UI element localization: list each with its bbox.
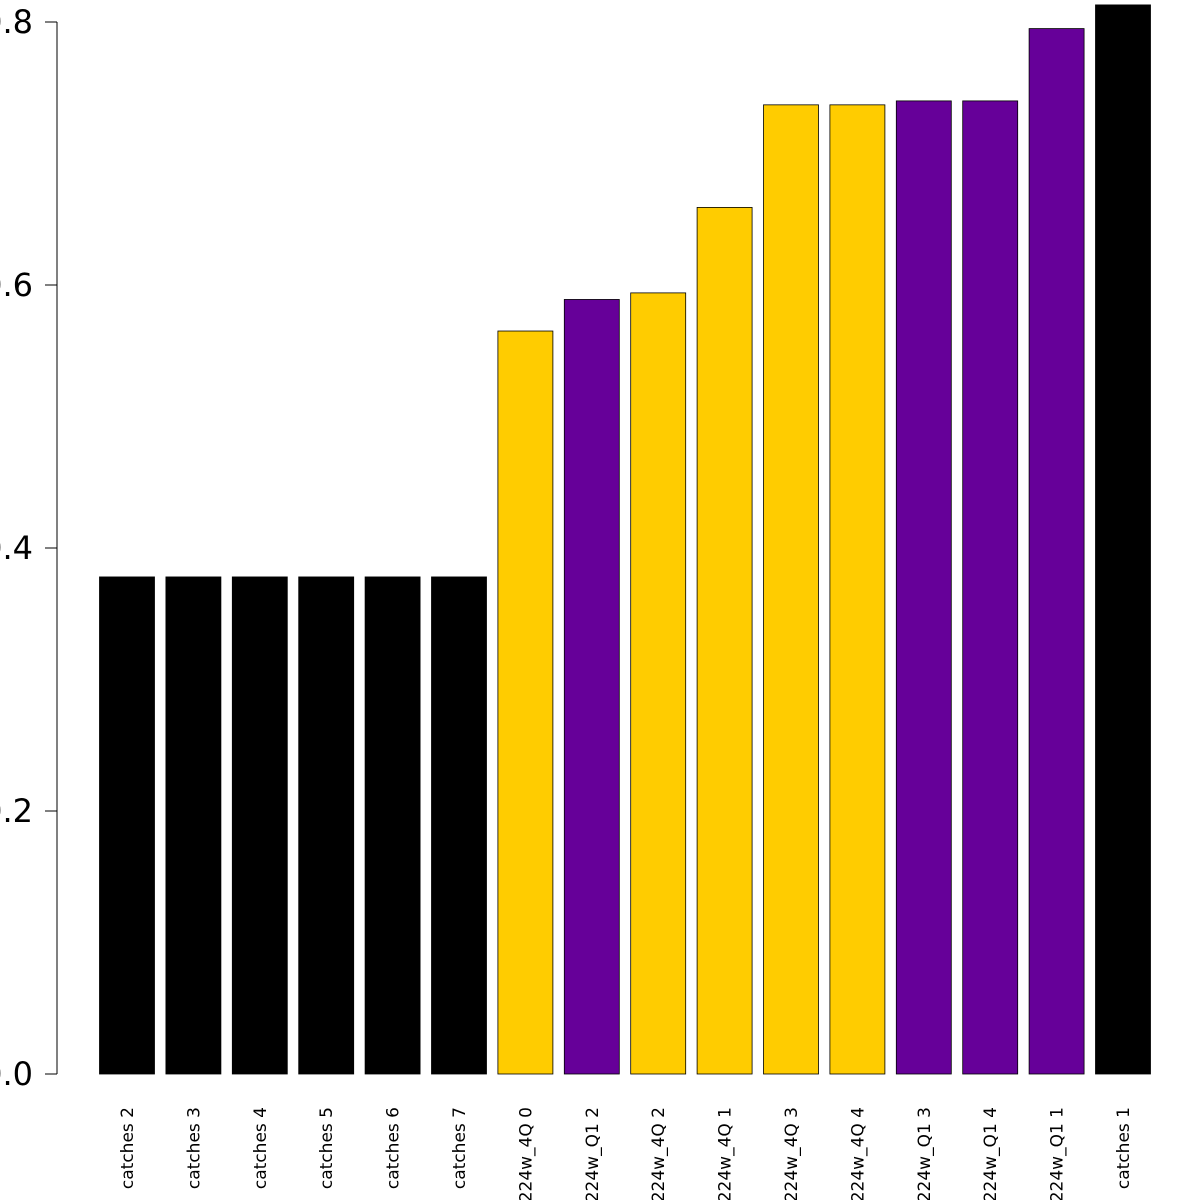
x-tick-label: catches 7 — [450, 1107, 470, 1189]
y-tick-label: 0.6 — [0, 266, 33, 304]
x-tick-label: 224w_Q1 3 — [915, 1107, 935, 1200]
bar — [829, 104, 886, 1075]
x-tick-labels: catches 2 catches 3 catches 4 catches 5 catc… — [118, 1107, 1134, 1200]
y-tick-label: 0.4 — [0, 529, 33, 567]
bar — [431, 576, 487, 1075]
x-tick-label: 224w_4Q 0 — [516, 1107, 536, 1200]
bar — [1028, 28, 1085, 1075]
x-tick-label: 224w_4Q 1 — [716, 1107, 736, 1200]
x-tick-label: 224w_Q1 1 — [1048, 1107, 1068, 1200]
bar — [696, 207, 753, 1075]
bar — [298, 576, 355, 1075]
y-tick-label: 0.8 — [0, 3, 33, 41]
bars — [99, 4, 1151, 1075]
x-tick-label: catches 4 — [251, 1107, 271, 1189]
bar — [895, 100, 952, 1075]
x-tick-label: 224w_Q1 4 — [981, 1107, 1001, 1200]
x-tick-label: catches 6 — [384, 1107, 404, 1189]
bar — [364, 576, 421, 1075]
bar — [563, 299, 620, 1075]
x-tick-label: catches 2 — [118, 1107, 138, 1189]
bar — [231, 576, 288, 1075]
bar — [962, 100, 1019, 1075]
bar — [763, 104, 819, 1075]
x-tick-label: 224w_4Q 4 — [848, 1107, 868, 1200]
x-tick-label: 224w_Q1 2 — [583, 1107, 603, 1200]
x-tick-label: catches 1 — [1114, 1107, 1134, 1189]
bar — [630, 292, 687, 1075]
x-tick-label: catches 3 — [184, 1107, 204, 1189]
bar — [99, 576, 155, 1075]
bar — [497, 330, 554, 1075]
y-tick-label: 0.0 — [0, 1055, 33, 1093]
x-tick-label: 224w_4Q 3 — [782, 1107, 802, 1200]
y-axis: 0.0 0.2 0.4 0.6 0.8 — [0, 3, 58, 1093]
y-tick-label: 0.2 — [0, 792, 33, 830]
x-tick-label: 224w_4Q 2 — [649, 1107, 669, 1200]
x-tick-label: catches 5 — [317, 1107, 337, 1189]
bar — [165, 576, 222, 1075]
bar — [1095, 4, 1151, 1075]
